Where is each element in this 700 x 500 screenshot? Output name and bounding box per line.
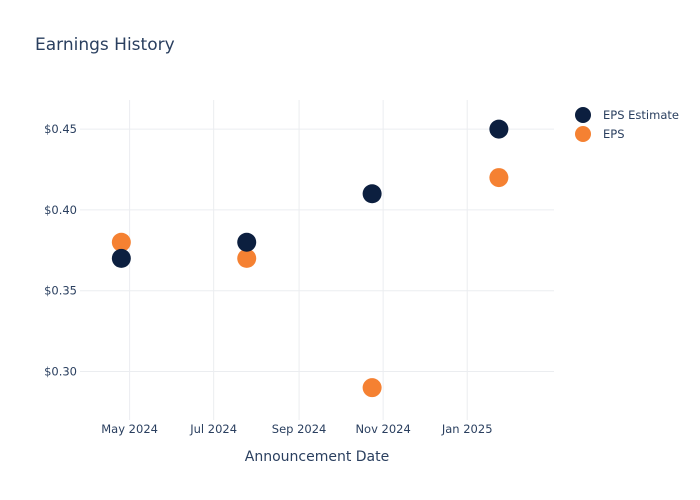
x-axis-title: Announcement Date bbox=[245, 449, 389, 465]
eps-estimate-point[interactable] bbox=[237, 232, 257, 252]
eps-estimate-point[interactable] bbox=[362, 184, 382, 204]
x-tick-labels: May 2024 Jul 2024 Sep 2024 Nov 2024 Jan 2025 bbox=[101, 422, 492, 436]
legend-item[interactable]: EPS Estimate bbox=[575, 107, 679, 123]
eps-point[interactable] bbox=[489, 168, 509, 188]
x-gridlines bbox=[129, 100, 468, 420]
x-tick-label: Sep 2024 bbox=[272, 422, 327, 436]
eps-point[interactable] bbox=[362, 378, 382, 398]
legend[interactable]: EPS Estimate EPS bbox=[575, 107, 679, 142]
gridlines bbox=[80, 100, 554, 420]
legend-marker bbox=[575, 107, 591, 123]
y-tick-labels: $0.30 $0.35 $0.40 $0.45 bbox=[44, 122, 77, 378]
legend-label: EPS Estimate bbox=[603, 108, 679, 122]
data-points bbox=[111, 119, 509, 398]
legend-item[interactable]: EPS bbox=[575, 126, 625, 142]
eps-estimate-point[interactable] bbox=[111, 248, 131, 268]
eps-estimate-point[interactable] bbox=[489, 119, 509, 139]
legend-label: EPS bbox=[603, 127, 625, 141]
chart-title: Earnings History bbox=[35, 35, 175, 55]
y-tick-label: $0.35 bbox=[44, 284, 77, 298]
legend-marker bbox=[575, 126, 591, 142]
x-tick-label: Jan 2025 bbox=[441, 422, 493, 436]
y-tick-label: $0.45 bbox=[44, 122, 77, 136]
y-tick-label: $0.40 bbox=[44, 203, 77, 217]
x-tick-label: Nov 2024 bbox=[355, 422, 410, 436]
x-tick-label: Jul 2024 bbox=[189, 422, 237, 436]
y-tick-label: $0.30 bbox=[44, 365, 77, 379]
y-gridlines bbox=[80, 128, 554, 373]
eps-point[interactable] bbox=[237, 248, 257, 268]
eps-point[interactable] bbox=[111, 232, 131, 252]
x-tick-label: May 2024 bbox=[101, 422, 158, 436]
